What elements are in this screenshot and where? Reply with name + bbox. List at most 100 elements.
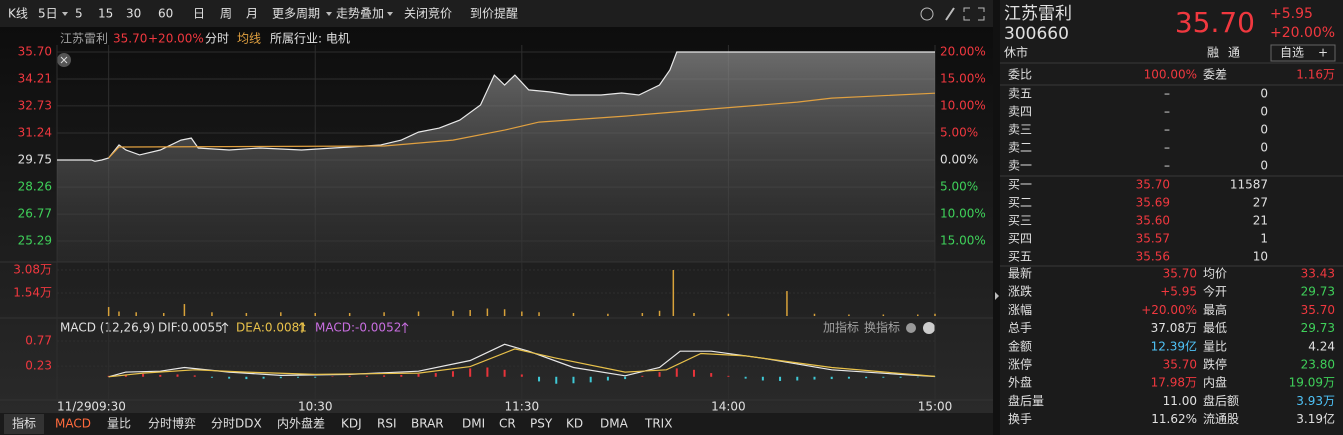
indicator-tab[interactable]: TRIX: [644, 417, 672, 431]
book-volume: 0: [1260, 105, 1268, 119]
trend-arrow: [401, 322, 409, 333]
book-volume: 27: [1253, 196, 1268, 210]
price-area: [57, 52, 935, 262]
macd-bar: [124, 374, 127, 377]
close-indicator[interactable]: [923, 322, 935, 334]
indicator-tab[interactable]: CR: [499, 417, 516, 431]
toolbar-item[interactable]: 更多周期: [272, 7, 320, 21]
toolbar-item[interactable]: 5日: [38, 7, 58, 21]
macd-bar: [847, 376, 850, 379]
tag: 融: [1207, 46, 1219, 60]
y-tick-label: 0.77: [25, 334, 52, 348]
draw-icon[interactable]: [945, 7, 955, 21]
x-tick-label: 15:00: [918, 400, 953, 414]
volume-bar: [245, 313, 248, 316]
indicator-tab[interactable]: 内外盘差: [277, 416, 325, 431]
y-tick-label: 1.54万: [13, 286, 52, 300]
toolbar-item[interactable]: 30: [126, 7, 141, 21]
indicator-tab[interactable]: BRAR: [411, 417, 444, 431]
y-tick-label: 31.24: [18, 125, 52, 139]
y-tick-label: 35.70: [18, 45, 52, 59]
book-price: –: [1164, 141, 1170, 155]
book-price: –: [1164, 105, 1170, 119]
y-tick-label: 26.77: [18, 207, 52, 221]
volume-bar: [135, 312, 137, 316]
macd-bar: [520, 374, 523, 377]
macd-bar: [675, 368, 678, 377]
toolbar-item[interactable]: 走势叠加: [336, 7, 384, 21]
indicator-tab[interactable]: 分时博弈: [148, 416, 196, 431]
toolbar-item[interactable]: 周: [220, 7, 232, 21]
macd-bar: [451, 371, 454, 377]
quote-code: 300660: [1004, 24, 1069, 44]
macd-bar: [641, 375, 644, 377]
stat-value: 3.93万: [1296, 394, 1335, 408]
indicator-tab[interactable]: KD: [566, 417, 583, 431]
series-line: [57, 51, 935, 162]
macd-bar: [882, 376, 885, 378]
stat-value: +20.00%: [1141, 303, 1197, 317]
volume-bar: [503, 309, 506, 316]
settings-icon[interactable]: [906, 323, 916, 333]
dropdown-caret: [62, 12, 68, 16]
macd-bar: [245, 376, 248, 380]
toolbar-item[interactable]: 关闭竞价: [404, 7, 452, 21]
stock-name: 江苏雷利: [60, 32, 108, 46]
book-price: –: [1164, 87, 1170, 101]
toolbar-item[interactable]: 到价提醒: [470, 6, 518, 21]
stat-label: 今开: [1203, 284, 1227, 299]
stat-value: 19.09万: [1289, 376, 1335, 390]
stat-label: 外盘: [1008, 375, 1032, 390]
y-tick-label: 34.21: [18, 72, 52, 86]
volume-bar: [118, 311, 120, 316]
book-volume: 0: [1260, 87, 1268, 101]
indicator-tab[interactable]: 分时DDX: [211, 417, 262, 431]
toolbar-item[interactable]: 15: [98, 7, 113, 21]
indicator-tab[interactable]: PSY: [530, 417, 553, 431]
switch-indicator[interactable]: 换指标: [864, 320, 900, 335]
book-volume: 0: [1260, 141, 1268, 155]
indicator-tab[interactable]: 指标: [12, 416, 36, 431]
toolbar-item[interactable]: 60: [158, 7, 173, 21]
stat-label: 涨幅: [1008, 302, 1032, 317]
fullscreen-icon[interactable]: [963, 7, 985, 21]
indicator-tab[interactable]: RSI: [377, 417, 397, 431]
macd-bar: [813, 376, 816, 380]
watch-label[interactable]: 自选: [1280, 46, 1304, 60]
volume-bar: [934, 313, 936, 316]
indicator-tab[interactable]: KDJ: [341, 417, 362, 431]
indicator-tab[interactable]: DMI: [462, 417, 485, 431]
watch-add[interactable]: +: [1318, 46, 1328, 60]
toolbar-item[interactable]: 月: [246, 7, 258, 21]
y-tick-label: 29.75: [18, 153, 52, 167]
add-indicator[interactable]: 加指标: [823, 320, 859, 335]
toolbar-item[interactable]: 日: [193, 7, 205, 21]
trend-arrow: [298, 322, 306, 333]
macd-bar: [727, 375, 730, 377]
stat-label: 金额: [1008, 338, 1032, 353]
indicator-tab[interactable]: DMA: [600, 417, 629, 431]
toolbar-item[interactable]: K线: [8, 7, 28, 21]
volume-bar: [917, 314, 919, 316]
watch-button[interactable]: [1270, 44, 1336, 62]
macd-bar: [469, 368, 472, 377]
stat-label: 最低: [1203, 321, 1227, 335]
macd-readout: MACD:-0.0052: [315, 321, 401, 335]
volume-bar: [383, 312, 385, 316]
volume-bar: [521, 311, 523, 316]
stat-label: 均价: [1203, 267, 1227, 281]
series-legend[interactable]: 均线: [237, 32, 261, 46]
indicator-tab[interactable]: 量比: [107, 417, 131, 431]
splitter[interactable]: [993, 0, 1000, 435]
book-price: 35.56: [1136, 250, 1170, 264]
series-legend[interactable]: 分时: [205, 32, 229, 46]
quote-change: +5.95: [1270, 6, 1313, 22]
macd-bar: [365, 375, 368, 377]
indicator-tab[interactable]: MACD: [55, 417, 91, 431]
toolbar-item[interactable]: 5: [75, 7, 83, 21]
dea-readout: DEA:0.0081: [236, 321, 307, 335]
macd-bar: [744, 376, 747, 379]
macd-bar: [314, 376, 317, 378]
collapse-icon[interactable]: [920, 7, 934, 21]
